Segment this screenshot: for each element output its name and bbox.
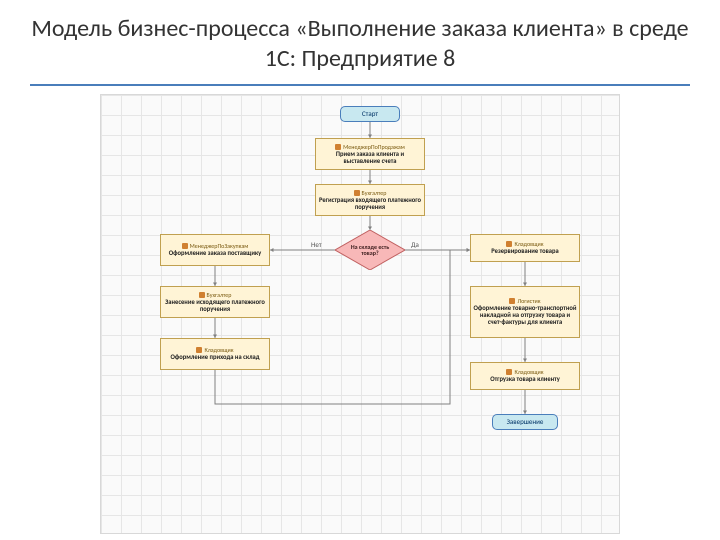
role-label: МенеджерПоПродажам [335,144,405,150]
page-title: Модель бизнес-процесса «Выполнение заказ… [0,0,720,80]
role-icon [506,241,512,247]
node-r3: КладовщикОтгрузка товара клиенту [470,362,580,390]
node-end: Завершение [492,414,558,430]
task-label: Резервирование товара [491,248,558,255]
decision-yes-label: Да [411,240,419,249]
node-decision: На складе есть товар? [335,230,405,270]
flowchart-canvas: Старт МенеджерПоПродажамПрием заказа клие… [100,94,620,534]
node-r2: ЛогистикОформление товарно-транспортной … [470,286,580,338]
node-l1: МенеджерПоЗакупкамОформление заказа пост… [160,234,270,266]
task-label: Оформление заказа поставщику [169,250,261,257]
node-l3: КладовщикОформление прихода на склад [160,338,270,370]
task-label: Занесение исходящего платежного поручени… [163,299,267,313]
node-r1: КладовщикРезервирование товара [470,234,580,262]
decision-question: На складе есть товар? [335,230,405,270]
task-label: Прием заказа клиента и выставление счета [318,151,422,165]
node-n2: БухгалтерРегистрация входящего платежног… [315,184,425,216]
role-icon [335,144,341,150]
role-icon [506,369,512,375]
decision-no-label: Нет [311,240,322,249]
role-icon [199,292,205,298]
role-icon [182,243,188,249]
task-label: Оформление прихода на склад [171,354,260,361]
node-n1: МенеджерПоПродажамПрием заказа клиента и… [315,138,425,170]
task-label: Оформление товарно-транспортной накладно… [473,305,577,325]
node-start: Старт [340,106,400,122]
role-icon [509,298,515,304]
role-label: Бухгалтер [199,292,232,298]
role-icon [196,347,202,353]
task-label: Отгрузка товара клиенту [490,376,560,383]
node-l2: БухгалтерЗанесение исходящего платежного… [160,286,270,318]
title-underline [30,84,690,86]
role-icon [354,190,360,196]
role-label: Бухгалтер [354,190,387,196]
task-label: Регистрация входящего платежного поручен… [318,197,422,211]
